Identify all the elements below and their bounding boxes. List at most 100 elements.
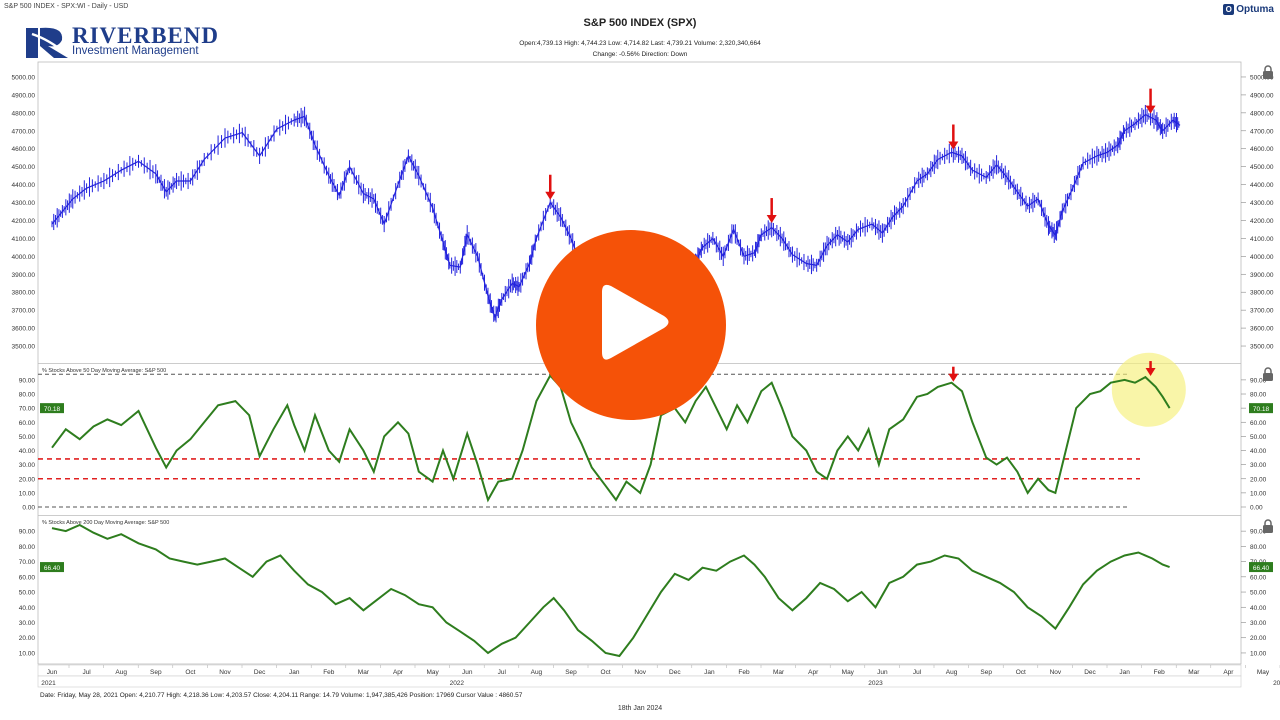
- y-tick-label-left: 10.00: [19, 650, 36, 657]
- y-tick-label-right: 80.00: [1250, 544, 1267, 551]
- y-tick-label-right: 20.00: [1250, 476, 1267, 483]
- y-tick-label-right: 60.00: [1250, 574, 1267, 581]
- ohlc-readout: Open:4,739.13 High: 4,744.23 Low: 4,714.…: [519, 40, 761, 47]
- x-tick-label: Oct: [185, 669, 195, 676]
- y-tick-label-left: 4000.00: [12, 254, 36, 261]
- x-tick-label: Sep: [565, 669, 577, 676]
- y-tick-label-left: 50.00: [19, 434, 36, 441]
- y-tick-label-right: 10.00: [1250, 490, 1267, 497]
- y-tick-label-left: 4500.00: [12, 164, 36, 171]
- y-tick-label-left: 40.00: [19, 605, 36, 612]
- y-tick-label-right: 50.00: [1250, 590, 1267, 597]
- panel-3: 90.0090.0080.0080.0070.0070.0060.0060.00…: [19, 519, 1273, 657]
- y-tick-label-left: 4800.00: [12, 110, 36, 117]
- down-arrow-icon: [948, 366, 959, 382]
- y-tick-label-right: 80.00: [1250, 392, 1267, 399]
- y-tick-label-left: 60.00: [19, 420, 36, 427]
- panel-2: 90.0090.0080.0080.0070.0070.0060.0060.00…: [19, 352, 1273, 512]
- x-tick-label: May: [1257, 669, 1270, 676]
- logo-line1: RIVERBEND: [72, 23, 220, 48]
- y-tick-label-left: 40.00: [19, 448, 36, 455]
- y-tick-label-right: 4800.00: [1250, 110, 1274, 117]
- y-tick-label-left: 90.00: [19, 377, 36, 384]
- x-tick-label: Dec: [254, 669, 266, 676]
- last-value-left: 66.40: [44, 565, 61, 572]
- x-tick-label: Sep: [150, 669, 162, 676]
- down-arrow-icon: [766, 198, 777, 224]
- x-tick-label: May: [426, 669, 439, 676]
- x-axis: Jun Jul Aug Sep Oct Nov Dec Jan Feb Mar Apr May Jun J…: [37, 664, 1280, 688]
- x-tick-label: May: [842, 669, 855, 676]
- x-tick-label: Nov: [1050, 669, 1062, 676]
- lock-icon: [1263, 367, 1273, 381]
- y-tick-label-right: 4200.00: [1250, 218, 1274, 225]
- x-tick-label: Nov: [634, 669, 646, 676]
- y-tick-label-left: 30.00: [19, 462, 36, 469]
- x-tick-label: Jun: [877, 669, 888, 676]
- x-tick-label: Jun: [47, 669, 58, 676]
- last-value-tag-right: [1249, 403, 1273, 414]
- y-tick-label-right: 30.00: [1250, 620, 1267, 627]
- optuma-label: Optuma: [1236, 4, 1274, 15]
- y-tick-label-left: 3500.00: [12, 344, 36, 351]
- y-tick-label-right: 4000.00: [1250, 254, 1274, 261]
- x-tick-label: Mar: [358, 669, 370, 676]
- x-tick-label: Apr: [808, 669, 819, 676]
- y-tick-label-right: 4300.00: [1250, 200, 1274, 207]
- x-tick-label: Feb: [738, 669, 750, 676]
- down-arrow-icon: [948, 124, 959, 150]
- y-tick-label-left: 80.00: [19, 544, 36, 551]
- y-tick-label-right: 90.00: [1250, 377, 1267, 384]
- play-button[interactable]: [536, 230, 726, 420]
- footer-date: 18th Jan 2024: [617, 705, 663, 712]
- chart-topline: S&P 500 INDEX - SPX:WI - Daily - USD: [4, 3, 129, 10]
- y-tick-label-right: 3500.00: [1250, 344, 1274, 351]
- y-tick-label-right: 4700.00: [1250, 128, 1274, 135]
- y-tick-label-right: 0.00: [1250, 505, 1263, 512]
- year-row: [37, 675, 1242, 688]
- chart-frame: [37, 61, 1242, 665]
- y-tick-label-left: 4200.00: [12, 218, 36, 225]
- y-tick-label-right: 60.00: [1250, 420, 1267, 427]
- x-tick-label: Mar: [1188, 669, 1200, 676]
- y-tick-label-right: 50.00: [1250, 434, 1267, 441]
- optuma-logo: O Optuma: [1223, 4, 1274, 15]
- year-label: 2022: [450, 680, 465, 687]
- x-tick-label: Feb: [1154, 669, 1166, 676]
- y-tick-label-right: 5000.00: [1250, 74, 1274, 81]
- logo-line2: Investment Management: [72, 45, 199, 57]
- y-tick-label-left: 70.00: [19, 559, 36, 566]
- play-icon: [602, 284, 669, 360]
- change-readout: Change: -0.56% Direction: Down: [592, 51, 688, 58]
- x-tick-label: Mar: [773, 669, 785, 676]
- year-label: 2023: [868, 680, 883, 687]
- lock-icon: [1263, 65, 1273, 79]
- last-value-tag-left: [40, 403, 64, 414]
- x-tick-label: Oct: [1016, 669, 1026, 676]
- x-tick-label: Apr: [393, 669, 404, 676]
- year-label: 2024: [1273, 680, 1280, 687]
- down-arrow-icon: [1145, 88, 1156, 114]
- breadth-series: [51, 373, 1171, 503]
- x-tick-label: Jul: [82, 669, 91, 676]
- last-value-right: 66.40: [1253, 565, 1270, 572]
- y-tick-label-right: 4500.00: [1250, 164, 1274, 171]
- x-tick-label: Jan: [704, 669, 715, 676]
- last-value-tag-right: [1249, 562, 1273, 573]
- last-value-tag-left: [40, 562, 64, 573]
- y-tick-label-left: 20.00: [19, 635, 36, 642]
- y-tick-label-right: 40.00: [1250, 605, 1267, 612]
- y-tick-label-left: 4900.00: [12, 92, 36, 99]
- y-tick-label-left: 4600.00: [12, 146, 36, 153]
- x-tick-label: Aug: [115, 669, 127, 676]
- optuma-icon: O: [1223, 4, 1235, 15]
- x-tick-label: Jan: [1119, 669, 1130, 676]
- x-tick-label: Aug: [946, 669, 958, 676]
- y-tick-label-right: 90.00: [1250, 529, 1267, 536]
- y-tick-label-right: 4900.00: [1250, 92, 1274, 99]
- y-tick-label-left: 50.00: [19, 590, 36, 597]
- y-tick-label-left: 20.00: [19, 476, 36, 483]
- highlight-circle: [1111, 352, 1186, 427]
- x-tick-label: Dec: [669, 669, 681, 676]
